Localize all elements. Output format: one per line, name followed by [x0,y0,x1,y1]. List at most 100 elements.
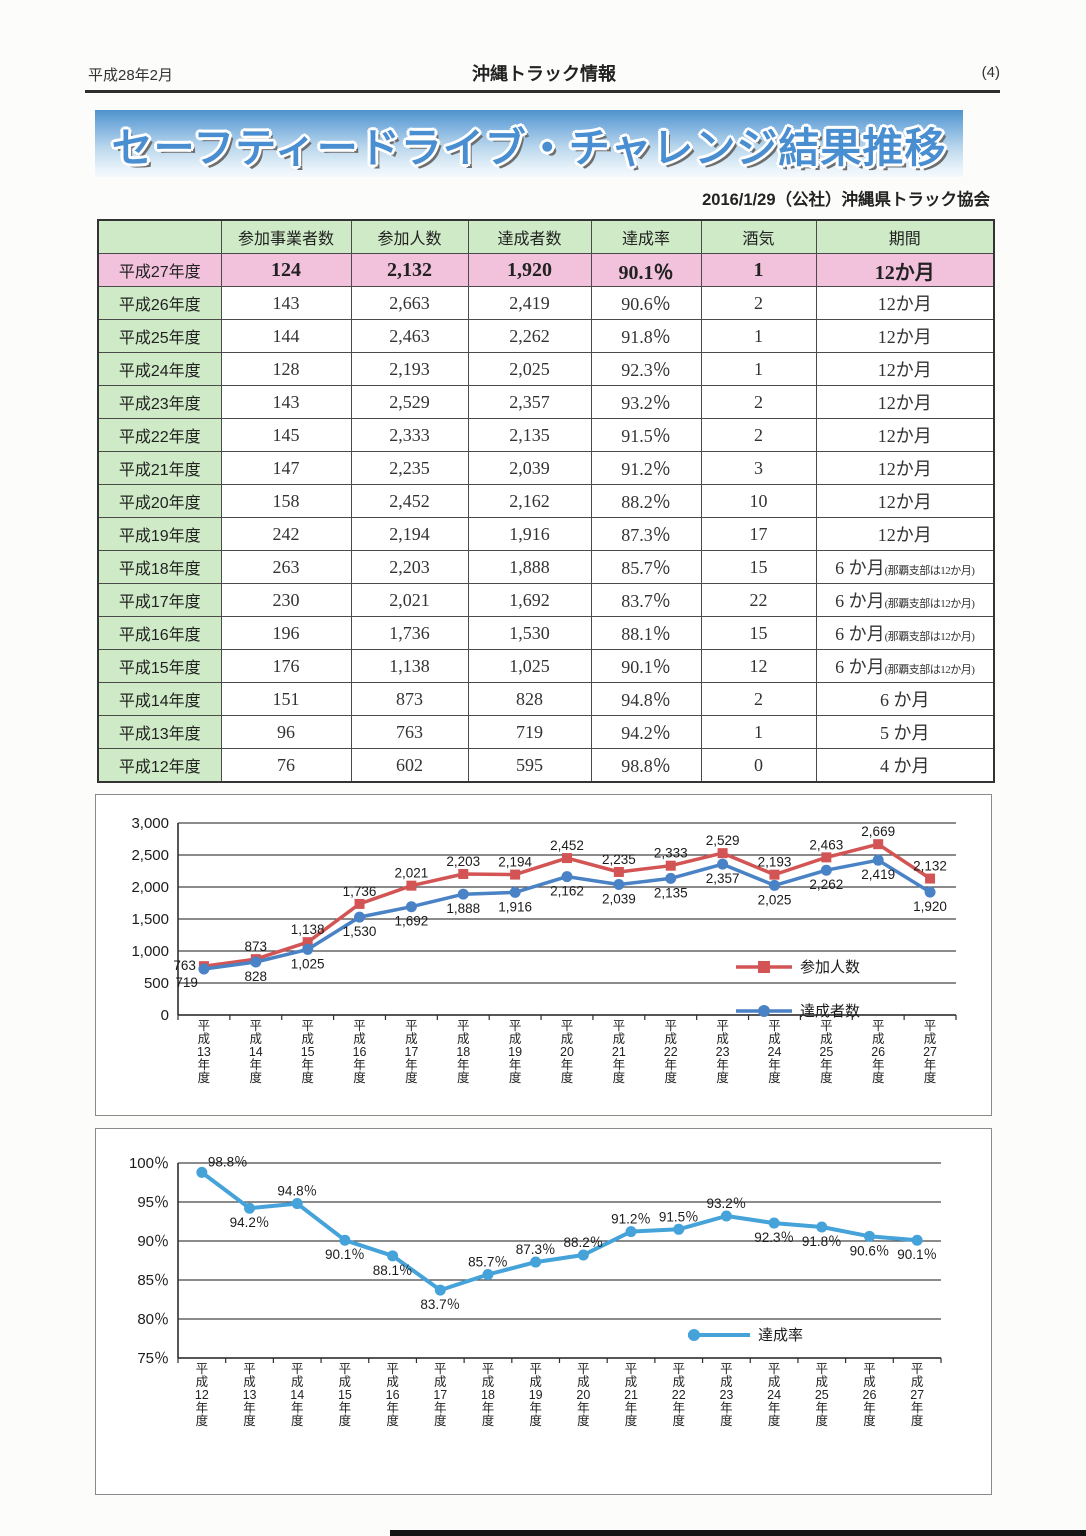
data-label: 719 [175,975,198,990]
cell-participants: 2,193 [350,352,469,386]
row-year-label: 平成16年度 [97,616,222,650]
data-label: 2,235 [602,852,636,867]
data-label: 93.2％ [707,1196,747,1211]
cell-rate: 91.2％ [590,451,702,485]
circle-marker [768,879,780,891]
achievers-series: 719 828 1,025 1,530 1,692 1,888 1,916 2,162 2,03… [175,854,947,990]
table-row: 平成17年度 230 2,021 1,692 83.7％ 22 6 か月(那覇支部は12か月… [97,583,995,617]
data-label: 2,135 [654,885,688,900]
cell-achievers: 1,025 [467,649,592,683]
data-label: 1,916 [498,899,532,914]
cell-alcohol: 1 [700,319,817,353]
cell-rate: 90.6％ [590,286,702,320]
y-tick-label: 75％ [137,1350,169,1367]
cell-companies: 128 [220,352,352,386]
data-label: 828 [245,969,268,984]
data-label: 1,692 [395,914,429,929]
cell-alcohol: 15 [700,616,817,650]
data-label: 2,357 [706,871,740,886]
cell-alcohol: 2 [700,418,817,452]
column-header [97,219,222,254]
x-category-label: 平成 22 年度 [672,1362,686,1428]
circle-marker [339,1234,351,1246]
cell-companies: 76 [220,748,352,783]
cell-period: 12か月 [815,319,995,353]
cell-participants: 602 [350,748,469,783]
cell-companies: 144 [220,319,352,353]
x-category-label: 平成 24 年度 [768,1019,782,1085]
period-note: (那覇支部は12か月) [884,664,975,676]
square-marker [769,869,780,880]
cell-rate: 88.1％ [590,616,702,650]
cell-rate: 83.7％ [590,583,702,617]
cell-period: 12か月 [815,484,995,518]
data-label: 2,132 [913,859,947,874]
cell-companies: 230 [220,583,352,617]
circle-marker [911,1234,923,1246]
header-page-number: (4) [981,64,1000,81]
column-header: 達成率 [590,219,702,254]
x-category-label: 平成 19 年度 [508,1019,522,1085]
data-label: 2,333 [654,846,688,861]
table-row: 平成21年度 147 2,235 2,039 91.2％ 3 12か月 [97,451,995,485]
cell-achievers: 2,039 [467,451,592,485]
legend-label: 達成率 [758,1327,803,1344]
table-row: 平成27年度 124 2,132 1,920 90.1％ 1 12か月 [97,253,995,287]
column-header: 参加人数 [350,219,469,254]
row-year-label: 平成19年度 [97,517,222,551]
cell-achievers: 595 [467,748,592,783]
row-year-label: 平成25年度 [97,319,222,353]
y-tick-label: 95％ [137,1194,169,1211]
circle-marker [872,854,884,866]
x-category-label: 平成 21 年度 [624,1362,638,1428]
cell-participants: 873 [350,682,469,716]
data-label: 2,039 [602,892,636,907]
data-label: 2,452 [550,838,584,853]
cell-participants: 1,138 [350,649,469,683]
legend-item-achievers: 達成者数 [736,1003,860,1020]
x-category-label: 平成 24 年度 [767,1362,781,1428]
circle-marker [291,1198,303,1210]
column-header: 酒気 [700,219,817,254]
data-label: 92.3％ [754,1230,794,1245]
rate-chart-box: 75％ 80％ 85％ 90％ 95％ 100％ 平成 12 年度 平成 13 年度 平成 14 年度 平成 1… [95,1128,992,1495]
cell-companies: 143 [220,286,352,320]
x-category-label: 平成 13 年度 [197,1019,211,1085]
data-label: 85.7％ [468,1255,508,1270]
y-tick-label: 3,000 [131,815,169,832]
square-marker [717,848,728,859]
circle-marker [665,872,677,884]
legend-circle-marker [688,1329,700,1341]
data-label: 2,419 [861,867,895,882]
square-marker [406,880,417,891]
cell-achievers: 2,025 [467,352,592,386]
table-row: 平成16年度 196 1,736 1,530 88.1％ 15 6 か月(那覇支部は12か月… [97,616,995,650]
circle-marker [354,911,366,923]
cell-participants: 2,235 [350,451,469,485]
circle-marker [820,864,832,876]
legend-item-achievement-rate: 達成率 [688,1327,803,1344]
square-marker [302,937,313,948]
cell-rate: 88.2％ [590,484,702,518]
table-row: 平成24年度 128 2,193 2,025 92.3％ 1 12か月 [97,352,995,386]
cell-alcohol: 12 [700,649,817,683]
cell-participants: 2,463 [350,319,469,353]
data-label: 2,203 [446,854,480,869]
circle-marker [863,1230,875,1242]
data-label: 1,888 [446,901,480,916]
data-label: 98.8％ [208,1154,248,1169]
cell-participants: 2,452 [350,484,469,518]
row-year-label: 平成17年度 [97,583,222,617]
results-table: 参加事業者数 参加人数 達成者数 達成率 酒気 期間 平成27年度 124 2,132 1,92… [97,219,995,783]
cell-alcohol: 10 [700,484,817,518]
achievement-rate-series: 98.8％ 94.2％ 94.8％ 90.1％ 88.1％ 83.7％ 85.7％ 87.3％… [196,1154,937,1312]
data-label: 1,025 [291,956,325,971]
legend-square-marker [758,961,770,973]
square-marker [925,873,936,884]
circle-marker [244,1202,256,1214]
cell-rate: 98.8％ [590,748,702,783]
square-marker [613,866,624,877]
row-year-label: 平成20年度 [97,484,222,518]
legend-label: 参加人数 [800,959,860,976]
x-category-label: 平成 18 年度 [456,1019,470,1085]
